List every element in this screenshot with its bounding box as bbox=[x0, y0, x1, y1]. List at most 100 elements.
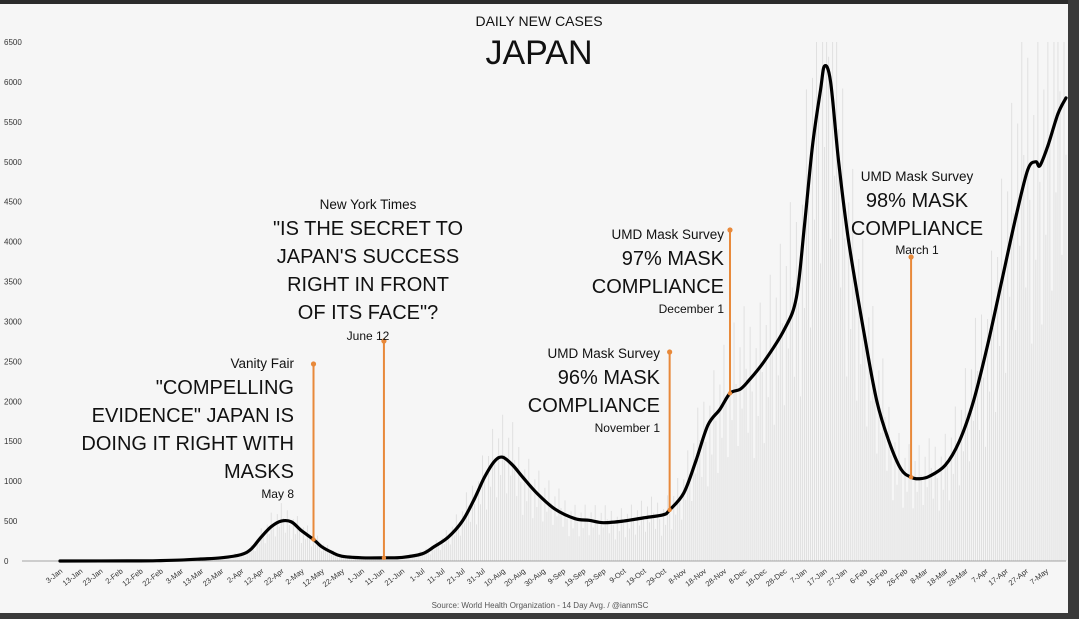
y-tick-label: 500 bbox=[4, 517, 18, 526]
y-tick-label: 6500 bbox=[4, 38, 22, 47]
annotation-2: New York Times "IS THE SECRET TO JAPAN'S S… bbox=[273, 197, 463, 561]
chart-frame: DAILY NEW CASES JAPAN 0 500 1000 1500 2000 25… bbox=[0, 4, 1068, 613]
x-tick-label: 19-Sep bbox=[563, 566, 588, 588]
y-tick-label: 3500 bbox=[4, 278, 22, 287]
x-tick-label: 22-May bbox=[321, 566, 346, 589]
chart-title: JAPAN bbox=[485, 34, 592, 72]
annotation-headline-line: OF ITS FACE"? bbox=[298, 302, 438, 324]
y-tick-label: 5500 bbox=[4, 118, 22, 127]
annotation-pointer-dot bbox=[381, 338, 387, 344]
x-tick-label: 20-Aug bbox=[502, 566, 527, 588]
annotation-date: June 12 bbox=[347, 329, 390, 343]
y-tick-label: 2000 bbox=[4, 397, 22, 406]
y-axis: 0 500 1000 1500 2000 2500 3000 3500 4000 4500 5000… bbox=[4, 38, 1066, 566]
annotation-pointer-dot bbox=[908, 254, 914, 260]
x-tick-label: 11-Jun bbox=[363, 566, 386, 587]
annotation-headline-line: "IS THE SECRET TO bbox=[273, 218, 463, 240]
x-tick-label: 29-Oct bbox=[645, 566, 669, 588]
x-tick-label: 21-Jul bbox=[445, 566, 467, 586]
x-tick-label: 11-Jul bbox=[425, 566, 446, 586]
annotation-pointer-dot bbox=[310, 361, 317, 367]
x-tick-label: 22-Apr bbox=[262, 566, 286, 587]
annotation-pointer-dot bbox=[727, 227, 733, 233]
annotation-3: UMD Mask Survey 96% MASK COMPLIANCE Novembe… bbox=[528, 346, 673, 513]
x-tick-label: 12-Apr bbox=[242, 566, 266, 587]
y-tick-label: 5000 bbox=[4, 158, 22, 167]
source-note: Source: World Health Organization - 14 D… bbox=[432, 601, 649, 610]
x-tick-label: 29-Sep bbox=[583, 566, 608, 588]
annotation-pointer-end bbox=[667, 507, 672, 513]
annotation-pointer-end bbox=[311, 537, 316, 542]
annotation-source: Vanity Fair bbox=[230, 356, 294, 371]
annotation-headline-line: 97% MASK bbox=[622, 248, 725, 270]
x-tick-label: 16-Feb bbox=[865, 566, 889, 588]
y-tick-label: 3000 bbox=[4, 317, 22, 326]
annotation-headline-line: COMPLIANCE bbox=[528, 395, 660, 417]
annotation-date: March 1 bbox=[895, 243, 939, 257]
y-tick-label: 0 bbox=[4, 557, 9, 566]
annotation-headline-line: EVIDENCE" JAPAN IS bbox=[92, 405, 294, 427]
chart-subtitle: DAILY NEW CASES bbox=[475, 13, 602, 29]
annotation-headline-line: RIGHT IN FRONT bbox=[287, 274, 449, 296]
daily-bars bbox=[61, 42, 1067, 561]
window-edge-bottom bbox=[0, 613, 1079, 619]
x-tick-label: 12-May bbox=[301, 566, 326, 589]
annotation-headline-line: JAPAN'S SUCCESS bbox=[277, 246, 459, 268]
x-tick-label: 1-Jun bbox=[346, 566, 366, 585]
series-lines bbox=[58, 64, 1068, 563]
y-tick-label: 2500 bbox=[4, 357, 22, 366]
annotation-pointer-dot bbox=[667, 349, 673, 355]
annotation-headline-line: DOING IT RIGHT WITH bbox=[81, 433, 294, 455]
annotation-headline-line: COMPLIANCE bbox=[851, 218, 983, 240]
x-tick-label: 7-May bbox=[1028, 566, 1050, 586]
y-tick-label: 1500 bbox=[4, 437, 22, 446]
annotation-pointer-end bbox=[727, 391, 733, 396]
x-tick-label: 1-Jul bbox=[408, 566, 427, 583]
x-tick-label: 28-Dec bbox=[764, 566, 789, 588]
y-tick-label: 6000 bbox=[4, 78, 22, 87]
annotation-headline-line: MASKS bbox=[224, 461, 294, 483]
x-tick-label: 30-Aug bbox=[523, 566, 548, 588]
annotation-1: Vanity Fair "COMPELLING EVIDENCE" JAPAN IS… bbox=[81, 356, 317, 542]
annotation-4: UMD Mask Survey 97% MASK COMPLIANCE Decembe… bbox=[592, 227, 733, 396]
x-tick-label: 12-Feb bbox=[120, 566, 144, 588]
x-tick-label: 23-Mar bbox=[201, 566, 226, 588]
annotation-source: UMD Mask Survey bbox=[861, 169, 974, 184]
annotation-headline-line: 96% MASK bbox=[558, 367, 661, 389]
x-tick-label: 13-Jan bbox=[61, 566, 85, 587]
x-tick-label: 21-Jun bbox=[383, 566, 407, 587]
x-tick-label: 26-Feb bbox=[885, 566, 909, 588]
x-tick-label: 18-Dec bbox=[744, 566, 769, 588]
window-edge-right bbox=[1068, 0, 1079, 619]
annotation-date: November 1 bbox=[595, 421, 661, 435]
annotation-source: UMD Mask Survey bbox=[611, 227, 724, 242]
annotations: Vanity Fair "COMPELLING EVIDENCE" JAPAN IS… bbox=[81, 169, 983, 561]
cases-line bbox=[58, 64, 1068, 563]
y-tick-label: 4500 bbox=[4, 198, 22, 207]
annotation-headline-line: 98% MASK bbox=[866, 190, 969, 212]
annotation-pointer-end bbox=[908, 474, 914, 480]
x-tick-label: 28-Nov bbox=[704, 566, 729, 588]
annotation-5: UMD Mask Survey 98% MASK COMPLIANCE March 1 bbox=[851, 169, 983, 480]
x-tick-label: 27-Apr bbox=[1007, 566, 1031, 587]
x-tick-label: 23-Jan bbox=[81, 566, 105, 587]
x-tick-label: 27-Jan bbox=[825, 566, 849, 587]
annotation-source: New York Times bbox=[320, 197, 417, 212]
x-tick-label: 17-Jan bbox=[805, 566, 829, 587]
annotation-date: December 1 bbox=[659, 302, 725, 316]
x-tick-label: 22-Feb bbox=[141, 566, 165, 588]
y-tick-label: 4000 bbox=[4, 238, 22, 247]
x-tick-label: 10-Aug bbox=[482, 566, 507, 588]
x-tick-label: 13-Mar bbox=[181, 566, 206, 588]
x-tick-label: 28-Mar bbox=[945, 566, 970, 588]
chart-svg: DAILY NEW CASES JAPAN 0 500 1000 1500 2000 25… bbox=[4, 13, 1068, 610]
y-tick-label: 1000 bbox=[4, 477, 22, 486]
annotation-source: UMD Mask Survey bbox=[547, 346, 660, 361]
x-tick-label: 18-Nov bbox=[683, 566, 708, 588]
annotation-pointer-end bbox=[381, 555, 387, 561]
x-tick-label: 19-Oct bbox=[624, 566, 648, 588]
x-tick-label: 17-Apr bbox=[987, 566, 1011, 587]
annotation-date: May 8 bbox=[261, 487, 294, 501]
annotation-headline-line: "COMPELLING bbox=[156, 377, 294, 399]
